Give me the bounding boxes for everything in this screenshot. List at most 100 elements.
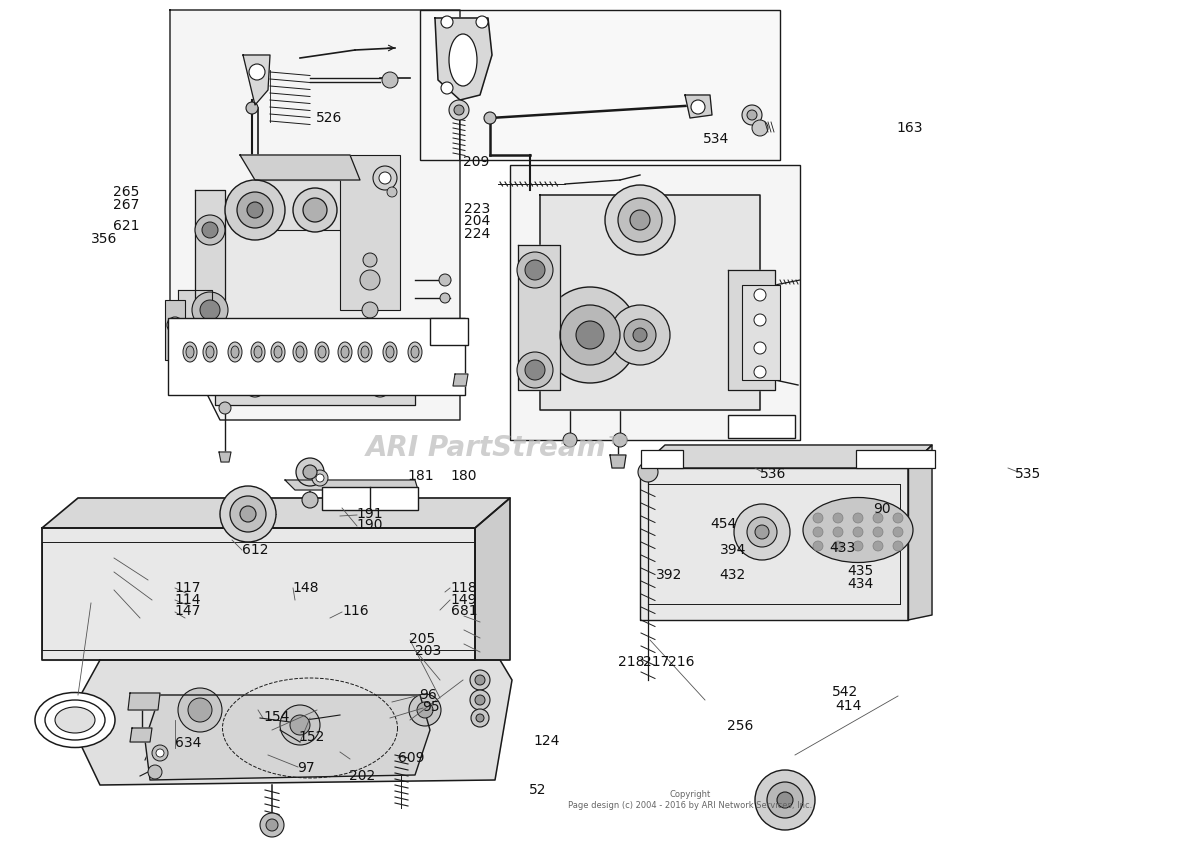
Circle shape (476, 675, 485, 685)
Circle shape (266, 819, 278, 831)
Circle shape (152, 745, 168, 761)
Ellipse shape (411, 346, 419, 358)
Text: 163: 163 (897, 121, 923, 135)
Bar (250, 180, 371, 230)
Text: 612: 612 (242, 543, 268, 557)
Circle shape (754, 342, 766, 354)
Polygon shape (195, 190, 225, 390)
Circle shape (734, 504, 789, 560)
Ellipse shape (183, 342, 197, 362)
Circle shape (853, 513, 863, 523)
Circle shape (363, 253, 376, 267)
Polygon shape (210, 200, 371, 380)
Circle shape (417, 702, 433, 718)
Circle shape (316, 474, 324, 482)
Circle shape (873, 513, 883, 523)
Text: 681: 681 (451, 605, 478, 618)
Polygon shape (130, 728, 152, 742)
Circle shape (833, 527, 843, 537)
Circle shape (560, 305, 620, 365)
Ellipse shape (228, 342, 242, 362)
Circle shape (296, 458, 325, 486)
Circle shape (219, 402, 231, 414)
Circle shape (525, 360, 545, 380)
Circle shape (833, 541, 843, 551)
Circle shape (237, 192, 273, 228)
Circle shape (517, 252, 553, 288)
Text: 117: 117 (175, 581, 201, 594)
Polygon shape (240, 155, 360, 180)
Ellipse shape (804, 498, 913, 562)
Circle shape (813, 527, 822, 537)
Polygon shape (640, 445, 932, 468)
Circle shape (439, 274, 451, 286)
Polygon shape (215, 370, 415, 405)
Circle shape (192, 292, 228, 328)
Circle shape (833, 513, 843, 523)
Polygon shape (640, 468, 907, 620)
Circle shape (178, 688, 222, 732)
Ellipse shape (386, 346, 394, 358)
Text: 634: 634 (175, 737, 201, 750)
Text: 433: 433 (830, 541, 856, 555)
Bar (728, 415, 795, 438)
Circle shape (245, 102, 258, 114)
Ellipse shape (361, 346, 369, 358)
Circle shape (148, 765, 162, 779)
Polygon shape (42, 498, 510, 528)
Text: 149: 149 (451, 593, 477, 606)
Circle shape (203, 353, 217, 367)
Text: 432: 432 (720, 568, 746, 582)
Circle shape (373, 166, 396, 190)
Circle shape (742, 105, 762, 125)
Ellipse shape (384, 342, 396, 362)
Polygon shape (219, 452, 231, 462)
Polygon shape (145, 695, 430, 780)
Circle shape (245, 377, 266, 397)
Text: 434: 434 (847, 577, 873, 590)
Circle shape (293, 188, 337, 232)
Text: 97: 97 (297, 761, 315, 775)
Circle shape (476, 695, 485, 705)
Circle shape (240, 506, 256, 522)
Circle shape (853, 527, 863, 537)
Polygon shape (907, 445, 932, 620)
Polygon shape (127, 693, 160, 710)
Circle shape (563, 433, 577, 447)
Ellipse shape (271, 342, 286, 362)
Circle shape (576, 321, 604, 349)
Text: 223: 223 (464, 202, 490, 216)
Text: 202: 202 (349, 770, 375, 783)
Ellipse shape (203, 342, 217, 362)
Ellipse shape (35, 692, 114, 748)
Text: 392: 392 (656, 568, 682, 582)
Text: 95: 95 (422, 701, 440, 714)
Circle shape (813, 513, 822, 523)
Text: 191: 191 (356, 507, 384, 520)
Text: 180: 180 (451, 469, 477, 482)
Bar (430, 318, 468, 345)
Ellipse shape (296, 346, 304, 358)
Text: 535: 535 (1015, 467, 1041, 481)
Polygon shape (435, 18, 492, 100)
Text: 148: 148 (293, 581, 319, 594)
Polygon shape (728, 270, 775, 390)
Circle shape (517, 352, 553, 388)
Circle shape (695, 100, 704, 110)
Circle shape (302, 492, 317, 508)
Text: 204: 204 (464, 215, 490, 228)
Circle shape (199, 300, 219, 320)
Text: 190: 190 (356, 519, 382, 532)
Text: 216: 216 (668, 655, 694, 669)
Circle shape (747, 110, 758, 120)
Circle shape (612, 433, 627, 447)
Circle shape (754, 289, 766, 301)
Ellipse shape (45, 700, 105, 740)
Bar (742, 285, 780, 380)
Circle shape (542, 287, 638, 383)
Circle shape (755, 525, 769, 539)
Circle shape (156, 749, 164, 757)
Ellipse shape (315, 342, 329, 362)
Circle shape (752, 120, 768, 136)
Text: 114: 114 (175, 593, 201, 606)
